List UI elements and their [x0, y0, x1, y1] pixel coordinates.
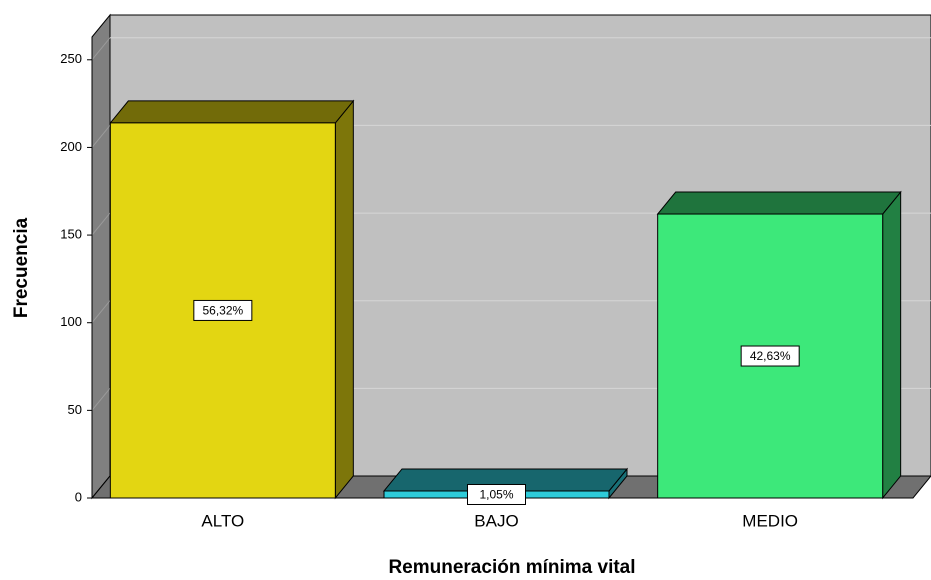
bar-top — [109, 100, 355, 124]
y-axis-title: Frecuencia — [11, 217, 32, 318]
y-tick-label: 100 — [60, 314, 82, 329]
grid-line — [91, 125, 111, 148]
grid-line — [91, 37, 111, 61]
bar-group: 56,32% — [109, 99, 355, 500]
label-box — [467, 483, 526, 505]
y-tick-label: 200 — [60, 139, 82, 154]
grid-line — [91, 212, 111, 236]
y-tick-label: 0 — [75, 489, 82, 504]
grid-line — [91, 300, 111, 324]
y-tick-label: 50 — [68, 402, 82, 417]
x-axis-title: Remuneración mínima vital — [388, 557, 635, 578]
data-label: 42,63% — [750, 349, 791, 363]
left-wall — [91, 13, 111, 500]
bar-side — [334, 99, 354, 500]
bar-top — [656, 191, 902, 215]
x-tick-label: ALTO — [201, 511, 244, 530]
grid-line — [91, 388, 111, 411]
x-tick-label: BAJO — [474, 511, 518, 530]
bar-side — [882, 190, 902, 500]
data-label: 1,05% — [479, 488, 513, 502]
data-label: 56,32% — [202, 304, 243, 318]
label-box — [193, 299, 253, 321]
bar-group: 1,05% — [382, 467, 629, 505]
bar-group: 42,63% — [656, 190, 902, 500]
y-tick-label: 250 — [60, 51, 82, 66]
x-tick-label: MEDIO — [742, 511, 798, 530]
y-tick-label: 150 — [60, 227, 82, 242]
label-box — [740, 345, 800, 367]
